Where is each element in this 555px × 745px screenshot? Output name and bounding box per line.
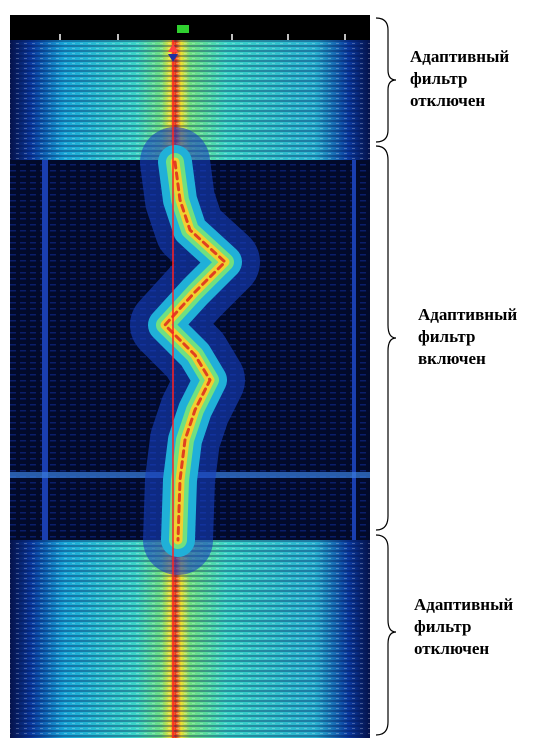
annotation-line: отключен bbox=[414, 639, 489, 658]
annotation-line: фильтр bbox=[418, 327, 475, 346]
annotation-line: фильтр bbox=[414, 617, 471, 636]
figure: Адаптивный фильтр отключен Адаптивный фи… bbox=[0, 0, 555, 745]
annotation-line: включен bbox=[418, 349, 486, 368]
annotation: Адаптивный фильтр включен bbox=[418, 305, 517, 368]
annotation-line: Адаптивный bbox=[414, 595, 513, 614]
waterfall bbox=[10, 15, 370, 738]
annotation-line: Адаптивный bbox=[418, 305, 517, 324]
annotation-line: Адаптивный bbox=[410, 47, 509, 66]
annotation-line: отключен bbox=[410, 91, 485, 110]
marker-flag bbox=[177, 25, 189, 33]
annotation: Адаптивный фильтр отключен bbox=[414, 595, 513, 658]
annotation: Адаптивный фильтр отключен bbox=[410, 47, 509, 110]
annotation-line: фильтр bbox=[410, 69, 467, 88]
braces bbox=[376, 18, 396, 735]
